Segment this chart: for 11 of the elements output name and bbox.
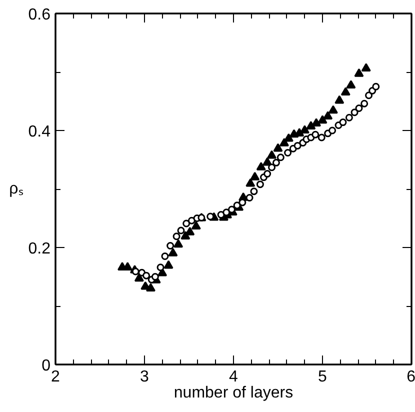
x-axis-title: number of layers xyxy=(174,384,294,402)
y-tick-label: 0.2 xyxy=(28,240,51,258)
x-tick-label: 4 xyxy=(229,368,238,386)
y-axis-title: ρₛ xyxy=(9,180,24,198)
y-tick-label: 0.4 xyxy=(28,124,51,140)
y-tick-label: 0.6 xyxy=(28,6,51,24)
x-tick-label: 5 xyxy=(318,368,328,386)
x-tick-label: 3 xyxy=(140,368,150,386)
x-tick-label: 6 xyxy=(406,368,415,386)
x-tick-label: 2 xyxy=(51,368,60,386)
y-tick-label: 0 xyxy=(42,358,51,374)
